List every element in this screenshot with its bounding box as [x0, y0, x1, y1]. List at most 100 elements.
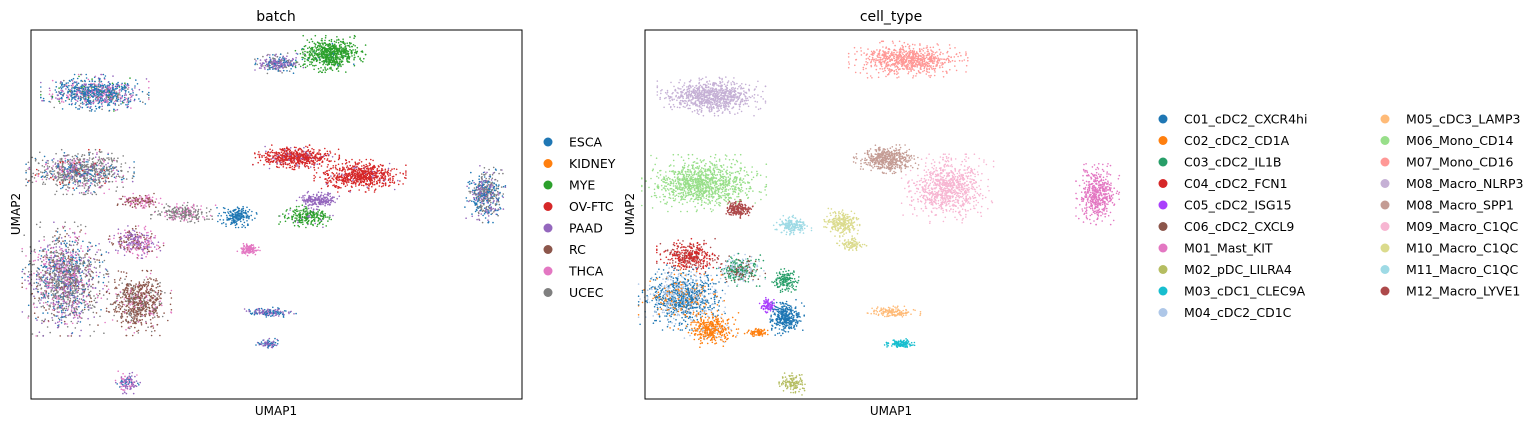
- scatter-point: [124, 82, 126, 84]
- scatter-point: [107, 298, 109, 300]
- scatter-point: [85, 226, 87, 228]
- scatter-point: [47, 279, 49, 281]
- scatter-point: [65, 264, 67, 266]
- scatter-point: [338, 39, 340, 41]
- scatter-point: [55, 81, 57, 83]
- scatter-point: [21, 277, 23, 279]
- scatter-point: [75, 91, 77, 93]
- scatter-point: [52, 260, 54, 262]
- scatter-point: [74, 81, 76, 83]
- scatter-point: [111, 170, 113, 172]
- scatter-point: [90, 258, 92, 260]
- scatter-point: [54, 170, 56, 172]
- scatter-point: [155, 306, 157, 308]
- scatter-point: [154, 302, 156, 304]
- scatter-point: [47, 277, 49, 279]
- scatter-point: [50, 277, 52, 279]
- scatter-point: [309, 42, 311, 44]
- scatter-point: [119, 305, 121, 307]
- scatter-point: [106, 273, 108, 275]
- scatter-point: [68, 154, 70, 156]
- scatter-point: [150, 288, 152, 290]
- scatter-point: [325, 64, 327, 66]
- scatter-point: [62, 250, 64, 252]
- scatter-point: [46, 177, 48, 179]
- scatter-point: [68, 176, 70, 178]
- scatter-point: [53, 265, 55, 267]
- scatter-point: [99, 82, 101, 84]
- scatter-point: [151, 335, 153, 337]
- scatter-point: [71, 175, 73, 177]
- scatter-point: [328, 57, 330, 59]
- scatter-point: [360, 60, 362, 62]
- scatter-point: [52, 319, 54, 321]
- scatter-point: [63, 281, 65, 283]
- scatter-point: [259, 63, 261, 65]
- scatter-point: [64, 312, 66, 314]
- scatter-point: [312, 58, 314, 60]
- scatter-point: [69, 244, 71, 246]
- scatter-point: [85, 102, 87, 104]
- scatter-point: [129, 308, 131, 310]
- scatter-point: [121, 315, 123, 317]
- scatter-point: [140, 320, 142, 322]
- scatter-point: [354, 35, 356, 37]
- scatter-point: [138, 304, 140, 306]
- scatter-point: [309, 54, 311, 56]
- scatter-point: [108, 99, 110, 101]
- scatter-point: [132, 320, 134, 322]
- scatter-point: [97, 184, 99, 186]
- scatter-point: [74, 168, 76, 170]
- scatter-point: [71, 179, 73, 181]
- scatter-point: [63, 260, 65, 262]
- scatter-point: [36, 319, 38, 321]
- scatter-point: [108, 289, 110, 291]
- scatter-point: [81, 284, 83, 286]
- scatter-point: [104, 99, 106, 101]
- scatter-point: [130, 95, 132, 97]
- scatter-point: [332, 46, 334, 48]
- scatter-point: [81, 74, 83, 76]
- scatter-point: [93, 312, 95, 314]
- scatter-point: [55, 89, 57, 91]
- scatter-point: [47, 301, 49, 303]
- scatter-point: [119, 302, 121, 304]
- scatter-point: [81, 185, 83, 187]
- scatter-point: [61, 286, 63, 288]
- scatter-point: [67, 179, 69, 181]
- scatter-point: [36, 288, 38, 290]
- scatter-point: [105, 181, 107, 183]
- scatter-point: [112, 168, 114, 170]
- scatter-point: [95, 175, 97, 177]
- scatter-point: [110, 304, 112, 306]
- scatter-point: [103, 91, 105, 93]
- scatter-point: [51, 252, 53, 254]
- scatter-point: [152, 317, 154, 319]
- scatter-point: [72, 332, 74, 334]
- scatter-point: [93, 168, 95, 170]
- scatter-point: [93, 258, 95, 260]
- scatter-point: [105, 75, 107, 77]
- scatter-point: [62, 273, 64, 275]
- scatter-point: [67, 172, 69, 174]
- scatter-point: [112, 181, 114, 183]
- scatter-point: [64, 277, 66, 279]
- scatter-point: [34, 307, 36, 309]
- scatter-point: [92, 153, 94, 155]
- scatter-point: [47, 296, 49, 298]
- scatter-point: [112, 75, 114, 77]
- scatter-point: [311, 63, 313, 65]
- scatter-point: [327, 48, 329, 50]
- scatter-point: [73, 158, 75, 160]
- scatter-point: [284, 57, 286, 59]
- scatter-point: [151, 285, 153, 287]
- scatter-point: [84, 154, 86, 156]
- scatter-point: [69, 228, 71, 230]
- scatter-point: [64, 243, 66, 245]
- scatter-point: [51, 96, 53, 98]
- scatter-point: [73, 311, 75, 313]
- scatter-point: [36, 224, 38, 226]
- scatter-point: [304, 58, 306, 60]
- scatter-point: [69, 161, 71, 163]
- scatter-point: [95, 245, 97, 247]
